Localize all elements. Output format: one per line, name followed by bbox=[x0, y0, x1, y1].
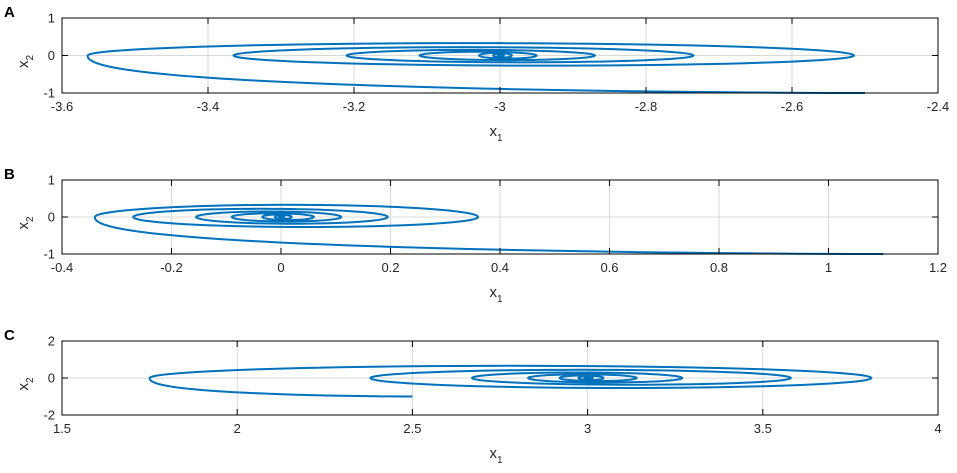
panel-letter: C bbox=[4, 327, 15, 344]
x-axis-label-main: x bbox=[489, 284, 497, 301]
x-tick-label: -3.4 bbox=[197, 99, 219, 114]
panel-letter: A bbox=[4, 4, 15, 21]
x-axis-label: x1 bbox=[489, 445, 503, 466]
trajectory-line bbox=[86, 42, 866, 94]
y-axis-label: x2 bbox=[15, 55, 36, 69]
x-tick-label: -3.6 bbox=[51, 99, 73, 114]
panel-letter: B bbox=[4, 166, 15, 183]
y-axis-label-main: x bbox=[15, 222, 32, 230]
trajectory-line bbox=[93, 203, 884, 255]
x-tick-label: 0.4 bbox=[491, 260, 509, 275]
x-tick-label: -0.2 bbox=[160, 260, 182, 275]
y-axis-label-main: x bbox=[15, 60, 32, 68]
x-axis-label-sub: 1 bbox=[497, 294, 503, 305]
x-tick-label: 1.5 bbox=[53, 421, 71, 436]
y-axis-label: x2 bbox=[15, 377, 36, 391]
x-axis-label: x1 bbox=[489, 284, 503, 305]
x-tick-label: 2 bbox=[234, 421, 241, 436]
y-tick-label: 2 bbox=[48, 334, 55, 349]
y-tick-label: 0 bbox=[48, 210, 55, 225]
x-tick-label: -3 bbox=[494, 99, 506, 114]
x-tick-label: 2.5 bbox=[403, 421, 421, 436]
y-tick-label: 1 bbox=[48, 11, 55, 26]
x-tick-label: -0.4 bbox=[51, 260, 73, 275]
y-tick-label: -1 bbox=[43, 247, 55, 262]
y-axis-label-sub: 2 bbox=[25, 377, 36, 383]
x-axis-label-sub: 1 bbox=[497, 455, 503, 466]
y-axis-label-sub: 2 bbox=[25, 55, 36, 61]
x-tick-label: 0 bbox=[277, 260, 284, 275]
x-tick-label: 4 bbox=[934, 421, 941, 436]
x-tick-label: 0.6 bbox=[600, 260, 618, 275]
trajectory-line bbox=[148, 364, 873, 398]
x-tick-label: -2.6 bbox=[781, 99, 803, 114]
x-tick-label: 3.5 bbox=[754, 421, 772, 436]
y-tick-label: -2 bbox=[43, 408, 55, 423]
x-axis-label-main: x bbox=[489, 123, 497, 140]
x-tick-label: 3 bbox=[584, 421, 591, 436]
y-axis-label-main: x bbox=[15, 383, 32, 391]
x-axis-label-sub: 1 bbox=[497, 133, 503, 144]
x-tick-label: 0.8 bbox=[710, 260, 728, 275]
x-tick-label: 0.2 bbox=[381, 260, 399, 275]
x-tick-label: -2.4 bbox=[927, 99, 949, 114]
y-axis-label: x2 bbox=[15, 216, 36, 230]
y-tick-label: 1 bbox=[48, 173, 55, 188]
x-tick-label: 1.2 bbox=[929, 260, 947, 275]
y-axis-label-sub: 2 bbox=[25, 216, 36, 222]
x-tick-label: -2.8 bbox=[635, 99, 657, 114]
x-tick-label: -3.2 bbox=[343, 99, 365, 114]
y-tick-label: 0 bbox=[48, 371, 55, 386]
y-tick-label: 0 bbox=[48, 48, 55, 63]
x-tick-label: 1 bbox=[825, 260, 832, 275]
y-tick-label: -1 bbox=[43, 86, 55, 101]
x-axis-label-main: x bbox=[489, 445, 497, 462]
x-axis-label: x1 bbox=[489, 123, 503, 144]
